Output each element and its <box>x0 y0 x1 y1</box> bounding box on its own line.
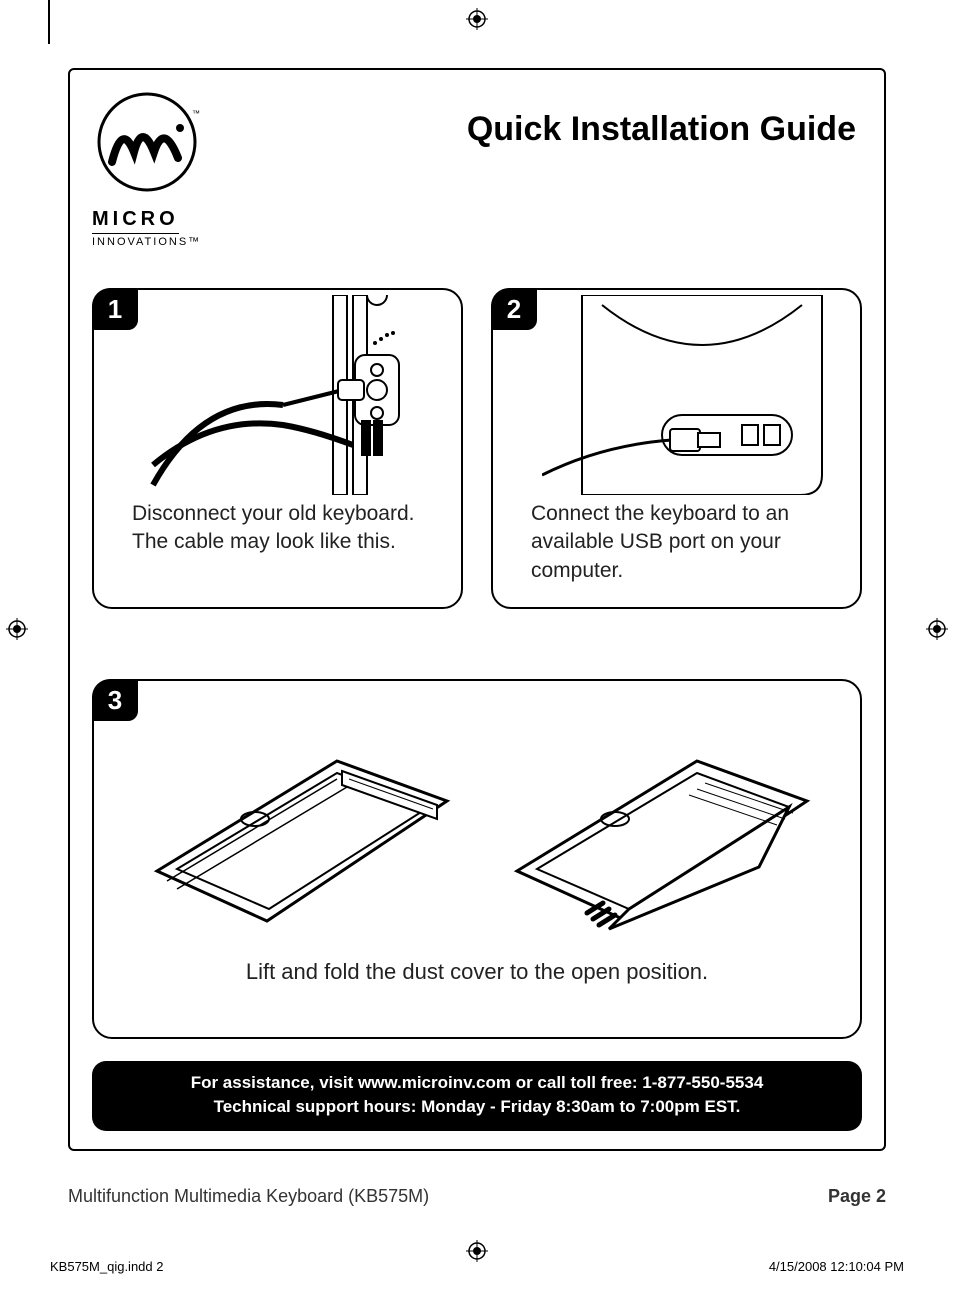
brand-name-bottom: INNOVATIONS™ <box>92 236 232 248</box>
page-footer: Multifunction Multimedia Keyboard (KB575… <box>68 1186 886 1207</box>
header: ™ MICRO INNOVATIONS™ Quick Installation … <box>92 92 862 248</box>
registration-mark-icon <box>6 618 28 640</box>
assistance-bar: For assistance, visit www.microinv.com o… <box>92 1061 862 1131</box>
step-1-illustration-icon <box>94 290 461 490</box>
step-number-badge: 2 <box>491 288 537 330</box>
step-3: 3 <box>92 679 862 1039</box>
step-1-caption: Disconnect your old keyboard. The cable … <box>94 490 461 579</box>
content-frame: ™ MICRO INNOVATIONS™ Quick Installation … <box>68 68 886 1151</box>
registration-mark-icon <box>926 618 948 640</box>
indd-timestamp: 4/15/2008 12:10:04 PM <box>769 1259 904 1274</box>
step-number-badge: 3 <box>92 679 138 721</box>
step-number-badge: 1 <box>92 288 138 330</box>
step-1: 1 <box>92 288 463 609</box>
indd-file: KB575M_qig.indd 2 <box>50 1259 163 1274</box>
product-name: Multifunction Multimedia Keyboard (KB575… <box>68 1186 429 1207</box>
crop-mark <box>48 0 50 44</box>
assist-line-2: Technical support hours: Monday - Friday… <box>108 1095 846 1119</box>
step-2-illustration-icon <box>493 290 860 490</box>
indesign-slug: KB575M_qig.indd 2 4/15/2008 12:10:04 PM <box>50 1259 904 1274</box>
logo-mark-icon: ™ <box>92 92 202 202</box>
brand-wordmark: MICRO INNOVATIONS™ <box>92 208 232 248</box>
assist-line-1: For assistance, visit www.microinv.com o… <box>108 1071 846 1095</box>
page-title: Quick Installation Guide <box>232 92 862 149</box>
steps-row-1: 1 <box>92 288 862 609</box>
step-2: 2 Connect the keyboard to an available U… <box>491 288 862 609</box>
brand-name-top: MICRO <box>92 208 179 234</box>
svg-text:™: ™ <box>192 109 200 118</box>
step-3-illustration-icon <box>94 681 860 951</box>
page: ™ MICRO INNOVATIONS™ Quick Installation … <box>0 0 954 1296</box>
registration-mark-icon <box>466 8 488 30</box>
steps-row-2: 3 <box>92 679 862 1039</box>
step-3-caption: Lift and fold the dust cover to the open… <box>94 951 860 1011</box>
page-number: Page 2 <box>828 1186 886 1207</box>
step-2-caption: Connect the keyboard to an available USB… <box>493 490 860 607</box>
brand-logo: ™ MICRO INNOVATIONS™ <box>92 92 232 248</box>
